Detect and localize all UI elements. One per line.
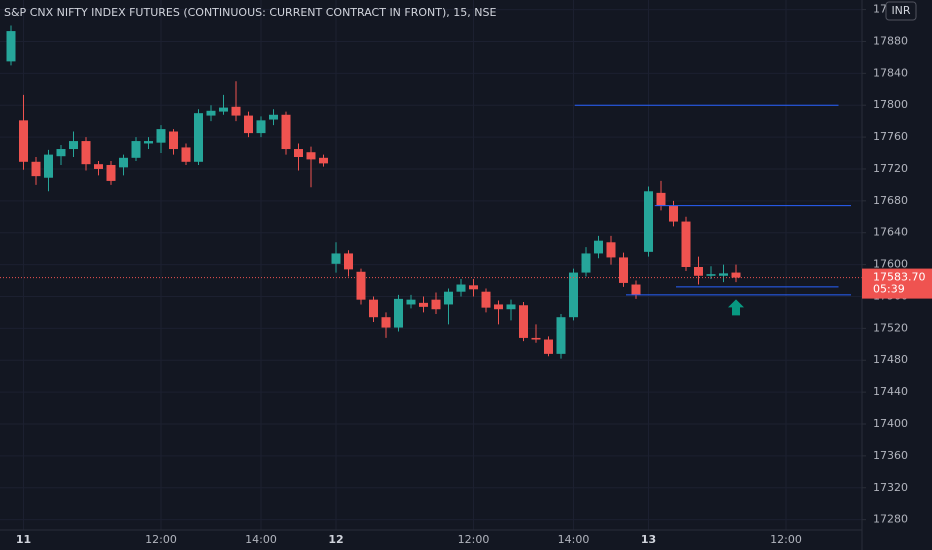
candle-body bbox=[294, 149, 303, 158]
candle-body bbox=[269, 114, 278, 120]
candle-body bbox=[131, 141, 141, 158]
candle-body bbox=[594, 240, 603, 254]
candle-body bbox=[681, 221, 691, 267]
candle-body bbox=[544, 339, 553, 354]
y-tick-label: 17600 bbox=[873, 258, 908, 271]
arrow-up bbox=[728, 299, 744, 316]
candle-body bbox=[169, 131, 178, 150]
x-tick-label: 14:00 bbox=[558, 533, 590, 546]
y-tick-label: 17760 bbox=[873, 130, 908, 143]
candle-body bbox=[456, 284, 466, 292]
y-tick-label: 17520 bbox=[873, 321, 908, 334]
candle-body bbox=[356, 271, 366, 300]
candle-body bbox=[619, 257, 628, 283]
candle-body bbox=[669, 205, 678, 222]
x-tick-label: 12 bbox=[328, 533, 343, 546]
candle-body bbox=[206, 110, 216, 116]
x-tick-label: 12:00 bbox=[770, 533, 802, 546]
y-tick-label: 17840 bbox=[873, 66, 908, 79]
candle-body bbox=[431, 299, 441, 310]
candle-body bbox=[19, 120, 28, 162]
candle-body bbox=[644, 191, 653, 252]
candle-body bbox=[706, 274, 716, 276]
candle-body bbox=[194, 113, 203, 162]
candle-body bbox=[94, 164, 103, 169]
candle-body bbox=[406, 299, 416, 305]
candle-body bbox=[106, 164, 116, 181]
currency[interactable]: INR bbox=[891, 4, 910, 17]
candle-body bbox=[581, 253, 591, 273]
y-tick-label: 17680 bbox=[873, 194, 908, 207]
candle-body bbox=[556, 317, 566, 354]
y-tick-label: 17480 bbox=[873, 353, 908, 366]
candle-body bbox=[219, 107, 228, 112]
candle-body bbox=[81, 141, 91, 165]
chart-title: S&P CNX NIFTY INDEX FUTURES (CONTINUOUS:… bbox=[4, 6, 496, 19]
candle-body bbox=[719, 273, 728, 276]
candle-body bbox=[569, 272, 578, 318]
candle-body bbox=[731, 272, 741, 278]
candle-body bbox=[606, 242, 616, 258]
y-tick-label: 17880 bbox=[873, 34, 908, 47]
y-tick-label: 17400 bbox=[873, 417, 908, 430]
y-tick-label: 17640 bbox=[873, 226, 908, 239]
y-tick-label: 17320 bbox=[873, 481, 908, 494]
y-tick-label: 17360 bbox=[873, 449, 908, 462]
x-tick-label: 11 bbox=[16, 533, 31, 546]
last-price-label: 17583.70 bbox=[873, 271, 926, 284]
candle-body bbox=[494, 304, 503, 310]
candle-body bbox=[306, 152, 316, 160]
currency-box[interactable] bbox=[885, 1, 917, 21]
candle-body bbox=[6, 31, 16, 62]
candle-body bbox=[319, 157, 328, 164]
candle-body bbox=[531, 337, 541, 340]
candle-body bbox=[31, 161, 41, 177]
countdown: 05:39 bbox=[873, 283, 905, 296]
candle-body bbox=[181, 147, 191, 162]
y-tick-label: 17720 bbox=[873, 162, 908, 175]
candle-body bbox=[369, 299, 378, 318]
candle-body bbox=[381, 317, 391, 328]
candle-body bbox=[419, 302, 428, 307]
candle-body bbox=[694, 266, 703, 276]
last-price-box bbox=[862, 268, 932, 299]
candle-body bbox=[119, 157, 128, 168]
candle-body bbox=[444, 291, 453, 305]
y-tick-label: 17440 bbox=[873, 385, 908, 398]
candle-body bbox=[281, 114, 291, 150]
candle-body bbox=[344, 253, 353, 270]
x-tick-label: 13 bbox=[641, 533, 656, 546]
candle-body bbox=[56, 149, 66, 157]
y-tick-label: 17800 bbox=[873, 98, 908, 111]
y-tick-label: 17280 bbox=[873, 513, 908, 526]
x-tick-label: 12:00 bbox=[458, 533, 490, 546]
candle-body bbox=[256, 120, 266, 134]
x-tick-label: 12:00 bbox=[145, 533, 177, 546]
candle-body bbox=[394, 298, 403, 328]
candle-body bbox=[631, 284, 641, 295]
candle-body bbox=[519, 305, 528, 338]
candle-body bbox=[156, 129, 166, 143]
candle-body bbox=[244, 115, 253, 134]
x-tick-label: 14:00 bbox=[245, 533, 277, 546]
candle-body bbox=[231, 106, 241, 116]
candle-body bbox=[44, 154, 53, 178]
candle-body bbox=[656, 192, 666, 206]
candle-body bbox=[469, 285, 478, 290]
candle-body bbox=[144, 141, 153, 144]
candle-body bbox=[481, 291, 491, 308]
candle-body bbox=[506, 304, 516, 310]
candle-body bbox=[69, 141, 78, 150]
candle-body bbox=[331, 253, 341, 264]
